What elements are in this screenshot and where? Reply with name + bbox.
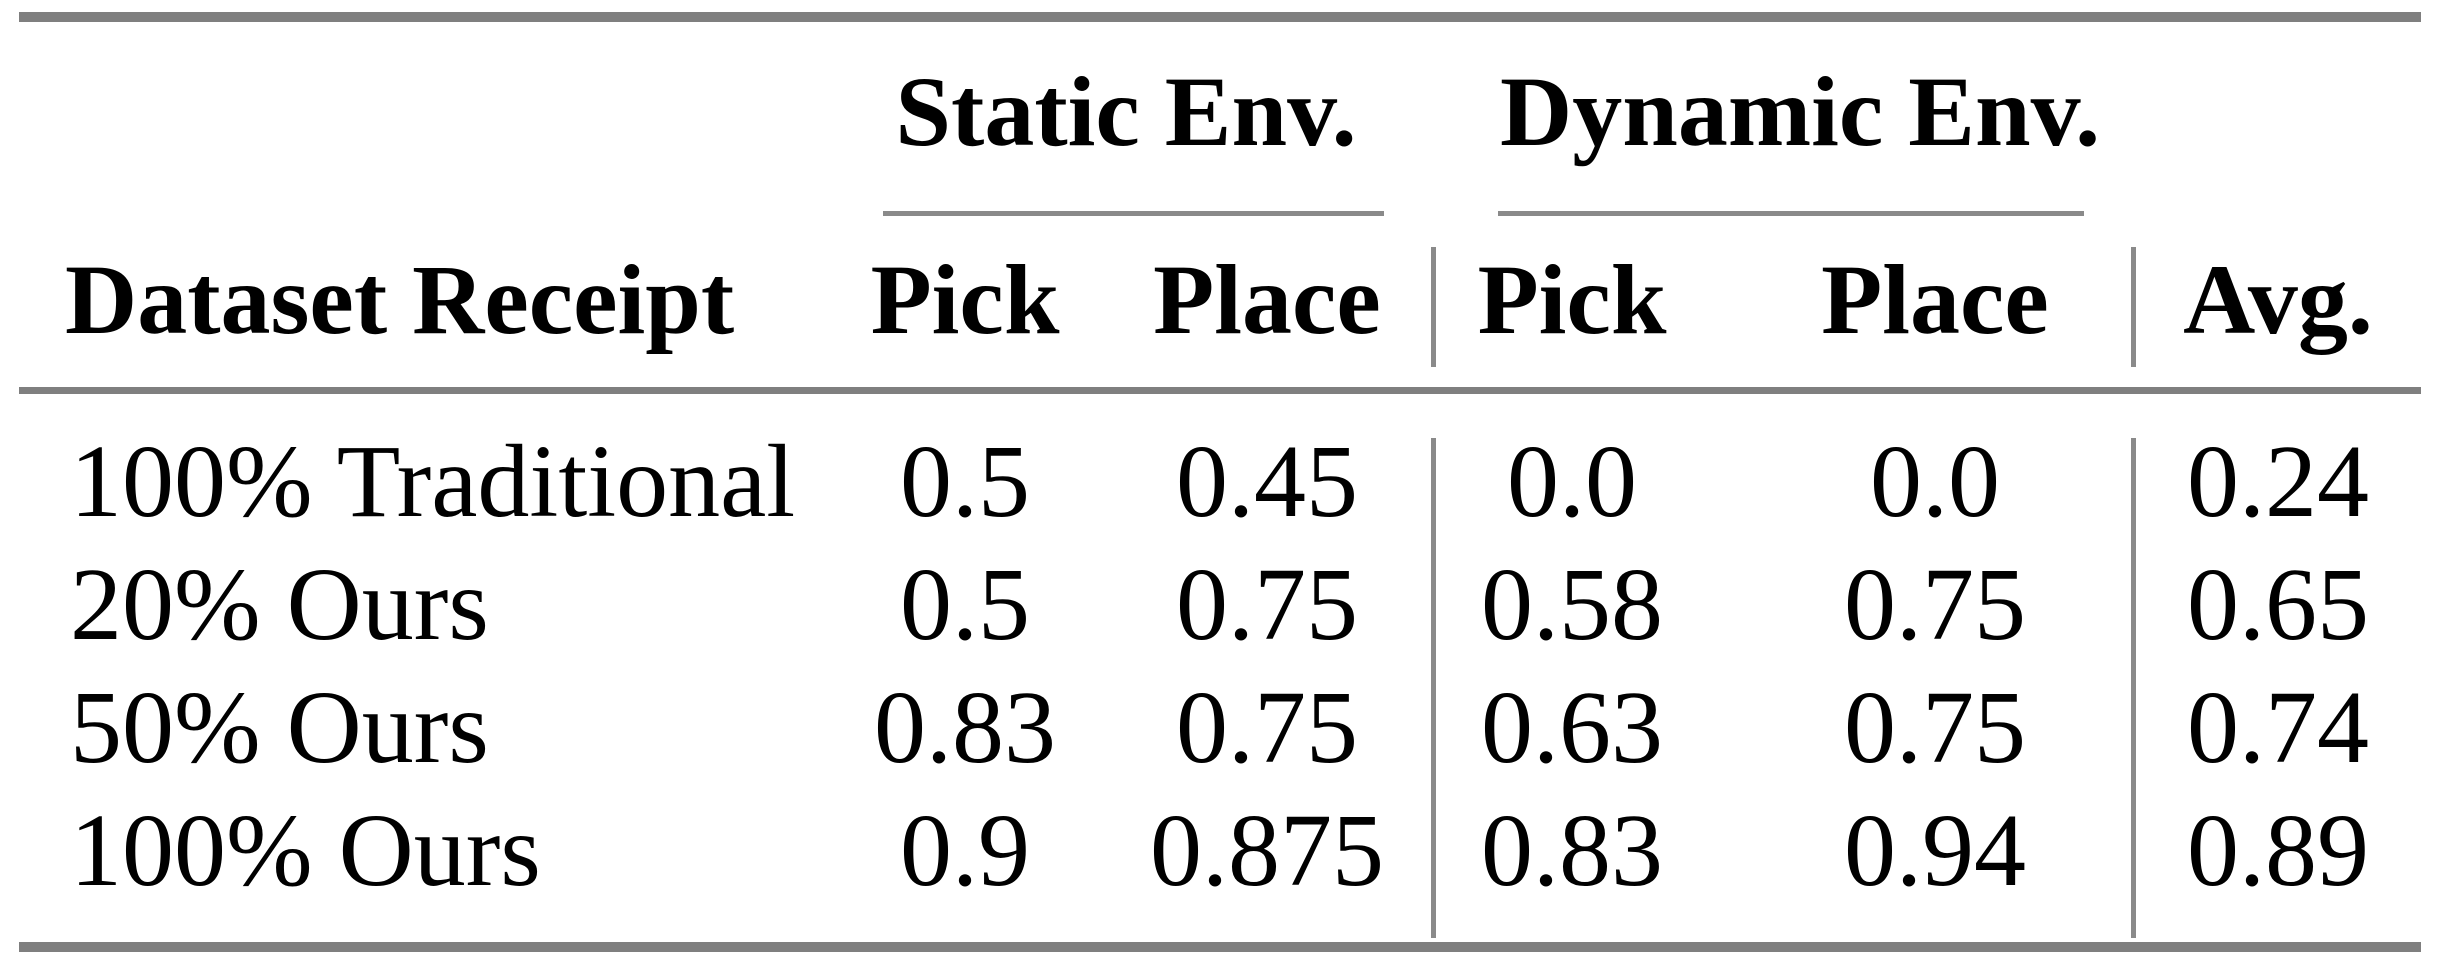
cell-static-pick: 0.9 [900,793,1030,908]
row-label: 100% Traditional [70,424,796,539]
cell-static-place: 0.875 [1150,793,1384,908]
cell-dynamic-place: 0.94 [1844,793,2026,908]
cell-avg: 0.74 [2187,670,2369,785]
dynamic-group-underline [1498,211,2084,216]
group-header-dynamic-env: Dynamic Env. [1500,56,2101,167]
row-label: 100% Ours [70,793,541,908]
cell-static-pick: 0.83 [874,670,1056,785]
cell-dynamic-pick: 0.58 [1481,547,1663,662]
column-header-dynamic-place: Place [1821,244,2049,355]
column-header-avg: Avg. [2183,244,2373,355]
cell-dynamic-place: 0.75 [1844,547,2026,662]
column-header-static-pick: Pick [870,244,1060,355]
cell-avg: 0.65 [2187,547,2369,662]
dynamic-avg-separator-header [2131,247,2136,367]
cell-avg: 0.89 [2187,793,2369,908]
static-dynamic-separator-body [1431,438,1436,938]
cell-static-pick: 0.5 [900,547,1030,662]
bottom-rule [19,942,2421,952]
cell-dynamic-pick: 0.0 [1507,424,1637,539]
cell-dynamic-place: 0.0 [1870,424,2000,539]
cell-dynamic-pick: 0.63 [1481,670,1663,785]
column-header-dynamic-pick: Pick [1477,244,1667,355]
cell-dynamic-place: 0.75 [1844,670,2026,785]
row-label: 50% Ours [70,670,489,785]
group-header-static-env: Static Env. [895,56,1357,167]
cell-static-place: 0.45 [1176,424,1358,539]
cell-static-place: 0.75 [1176,547,1358,662]
cell-dynamic-pick: 0.83 [1481,793,1663,908]
static-dynamic-separator-header [1431,247,1436,367]
header-divider-rule [19,387,2421,394]
row-label: 20% Ours [70,547,489,662]
cell-static-place: 0.75 [1176,670,1358,785]
static-group-underline [883,211,1384,216]
cell-static-pick: 0.5 [900,424,1030,539]
column-header-dataset-receipt: Dataset Receipt [65,244,735,355]
top-rule [19,12,2421,22]
cell-avg: 0.24 [2187,424,2369,539]
column-header-static-place: Place [1153,244,1381,355]
dynamic-avg-separator-body [2131,438,2136,938]
